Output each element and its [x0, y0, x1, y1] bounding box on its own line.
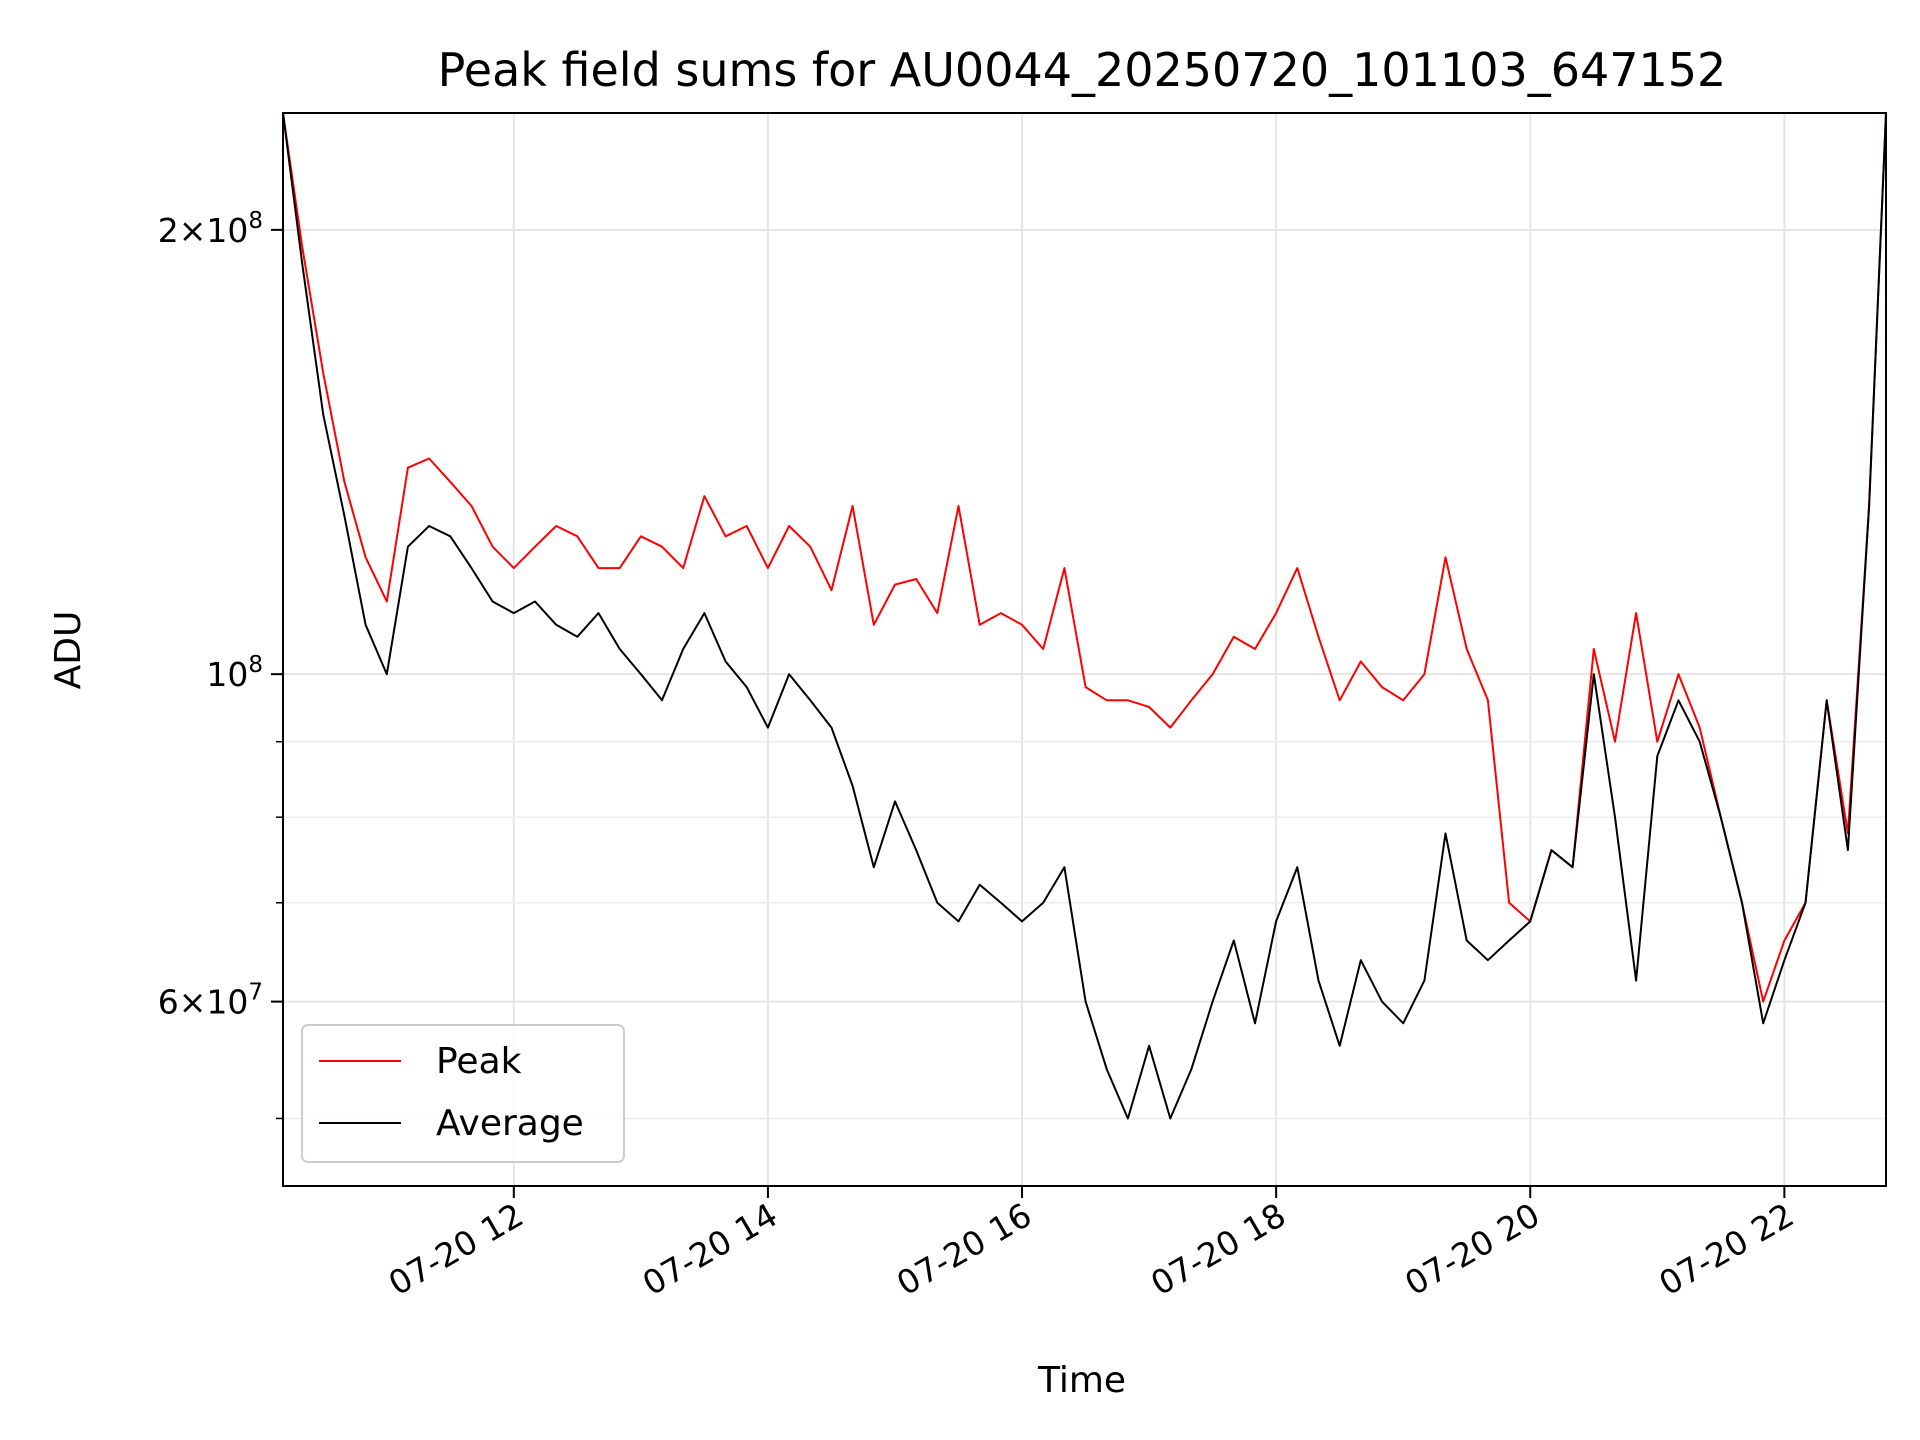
- legend-label-peak: Peak: [436, 1041, 522, 1082]
- legend-label-average: Average: [436, 1103, 584, 1144]
- chart-title: Peak field sums for AU0044_20250720_1011…: [438, 43, 1727, 97]
- series-layer: [282, 112, 1887, 1120]
- legend: Peak Average: [301, 1024, 625, 1163]
- series-line-average: [282, 112, 1887, 1120]
- y-tick-label: 6×107: [158, 980, 263, 1022]
- y-tick-label: 108: [206, 652, 263, 694]
- x-axis-label: Time: [1037, 1360, 1126, 1401]
- plot-frame: [282, 112, 1887, 1187]
- y-axis-label: ADU: [48, 611, 89, 690]
- series-line-peak: [282, 112, 1887, 1003]
- grid: [283, 113, 1886, 1186]
- legend-box: [301, 1024, 625, 1163]
- y-tick-label: 2×108: [158, 208, 263, 250]
